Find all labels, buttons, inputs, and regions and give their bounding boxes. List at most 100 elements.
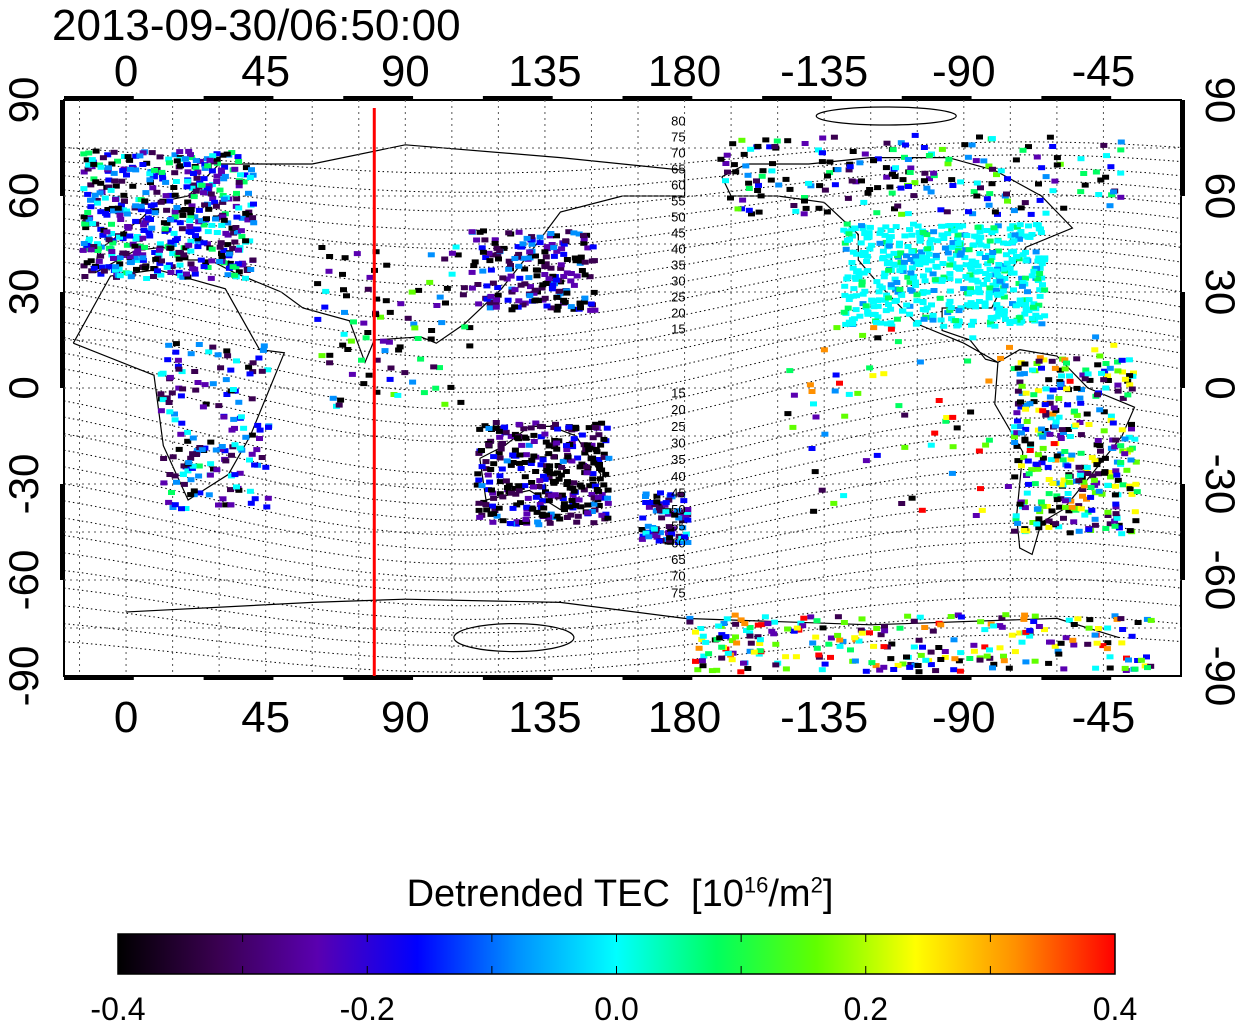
tec-point	[1128, 421, 1135, 427]
tec-point	[1076, 420, 1084, 425]
tec-point	[151, 250, 159, 255]
tec-point	[133, 266, 140, 272]
tec-point	[217, 167, 225, 173]
tec-point	[170, 230, 178, 236]
tec-point	[1035, 255, 1043, 261]
tec-point	[546, 463, 554, 469]
tec-point	[968, 322, 975, 328]
tec-point	[987, 315, 995, 321]
tec-point	[216, 259, 224, 264]
tec-point	[805, 180, 812, 186]
tec-point	[581, 272, 589, 278]
tec-point	[875, 297, 883, 303]
tec-point	[1077, 432, 1085, 438]
tec-point	[493, 245, 501, 251]
tec-point	[870, 158, 877, 164]
tec-point	[519, 255, 527, 261]
tec-point	[1087, 485, 1095, 490]
tec-point	[490, 495, 498, 501]
tec-point	[1117, 147, 1125, 153]
tec-point	[983, 653, 991, 659]
tec-point	[644, 523, 652, 529]
tec-point	[882, 165, 890, 171]
tec-point	[213, 156, 221, 162]
tec-point	[204, 265, 212, 270]
tec-point	[807, 614, 815, 620]
tec-point	[199, 404, 207, 410]
tec-point	[519, 302, 527, 308]
tec-point	[746, 625, 754, 630]
tec-point	[87, 182, 95, 188]
tec-point	[698, 637, 706, 642]
tec-point	[516, 460, 523, 466]
tec-point	[1032, 222, 1040, 228]
tec-point	[140, 228, 148, 233]
tec-point	[259, 347, 267, 353]
contour-label: 20	[671, 306, 685, 321]
tec-point	[758, 173, 766, 179]
tec-point	[228, 225, 236, 231]
tec-point	[1130, 370, 1137, 376]
tec-point	[385, 339, 393, 345]
tec-point	[887, 284, 895, 290]
tec-point	[1010, 366, 1018, 372]
tec-point	[645, 504, 653, 510]
tec-point	[153, 189, 161, 195]
tec-point	[1090, 477, 1098, 483]
tec-point	[507, 462, 515, 468]
tec-point	[885, 267, 893, 273]
tec-point	[986, 319, 994, 325]
tec-point	[180, 252, 188, 258]
tec-point	[913, 298, 921, 304]
tec-point	[187, 351, 195, 357]
tec-point	[585, 447, 593, 453]
tec-point	[1091, 516, 1099, 522]
tec-point	[784, 138, 792, 144]
tec-point	[595, 457, 603, 462]
tec-point	[1077, 189, 1085, 195]
tec-point	[499, 275, 507, 281]
tec-point	[475, 301, 483, 307]
tec-point	[553, 233, 560, 239]
colorbar-tick-label: -0.4	[90, 991, 146, 1027]
tec-point	[1005, 665, 1013, 671]
tec-point	[1126, 447, 1134, 453]
tec-point	[533, 273, 541, 279]
tec-point	[995, 309, 1003, 315]
tec-point	[550, 454, 558, 460]
tec-point	[176, 149, 184, 155]
contour-label: 15	[671, 386, 685, 401]
tec-point	[889, 147, 897, 153]
tec-point	[109, 240, 117, 246]
tec-point	[116, 208, 124, 214]
contour-label: 35	[671, 452, 685, 467]
tec-point	[587, 301, 595, 307]
tec-point	[981, 300, 989, 306]
tec-point	[819, 625, 827, 631]
tec-point	[577, 504, 585, 510]
colorbar-title: Detrended TEC [1016/m2]	[406, 872, 834, 915]
tec-point	[920, 316, 928, 322]
tec-point	[883, 292, 891, 298]
tec-point	[81, 274, 89, 279]
tec-point	[1011, 424, 1019, 430]
tec-point	[1117, 170, 1125, 176]
tec-point	[972, 289, 980, 295]
tec-point	[1032, 461, 1040, 467]
tec-point	[213, 173, 221, 179]
tec-point	[441, 256, 449, 262]
tec-point	[1026, 448, 1034, 453]
tec-point	[661, 502, 669, 508]
tec-point	[326, 254, 334, 259]
tec-point	[539, 457, 547, 463]
tec-point	[538, 285, 546, 291]
tec-point	[87, 247, 95, 253]
tec-point	[985, 202, 993, 208]
tec-point	[980, 281, 987, 287]
tec-point	[168, 490, 175, 495]
tec-point	[173, 236, 181, 242]
tec-point	[888, 190, 896, 196]
tec-point	[800, 615, 808, 621]
tec-point	[892, 224, 900, 230]
tec-point	[381, 348, 389, 354]
